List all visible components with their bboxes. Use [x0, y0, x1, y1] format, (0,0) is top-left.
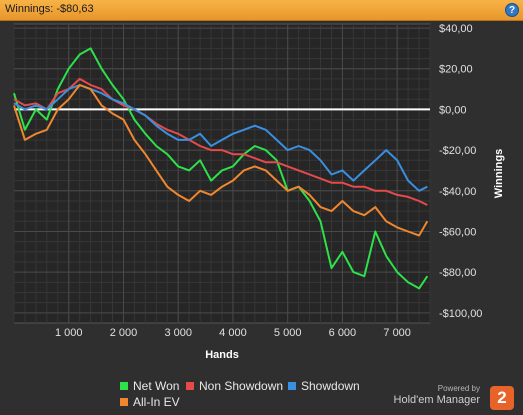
legend-label-net-won: Net Won	[133, 379, 180, 393]
hm2-logo-icon: 2	[490, 386, 514, 410]
question-mark-icon[interactable]: ?	[505, 3, 519, 17]
legend-item-non-showdown[interactable]: Non Showdown	[186, 379, 283, 393]
chart-legend: Net Won Non Showdown Showdown All-In EV	[120, 379, 390, 413]
legend-swatch-showdown	[288, 381, 296, 390]
legend-item-showdown[interactable]: Showdown	[288, 379, 360, 393]
winnings-chart: 1 000 2 000 3 000 4 000 5 000 6 000 7 000 $40,0…	[13, 23, 505, 361]
y-tick-label: -$100,00	[439, 308, 482, 320]
x-tick-label: 2 000	[110, 327, 138, 339]
legend-swatch-non-showdown	[186, 381, 194, 390]
legend-item-all-in-ev[interactable]: All-In EV	[120, 395, 180, 409]
holdem-manager-branding: Powered by Hold'em Manager 2	[392, 383, 520, 411]
x-tick-label: 7 000	[383, 327, 411, 339]
legend-swatch-all-in-ev	[120, 397, 128, 406]
legend-label-showdown: Showdown	[301, 379, 360, 393]
y-tick-label: -$60,00	[439, 226, 476, 238]
x-axis-title: Hands	[205, 349, 239, 361]
x-tick-label: 4 000	[219, 327, 247, 339]
y-tick-label: $40,00	[439, 23, 473, 35]
powered-by-label: Powered by	[437, 384, 480, 393]
x-tick-label: 6 000	[329, 327, 357, 339]
y-tick-label: $20,00	[439, 64, 473, 76]
x-tick-label: 1 000	[55, 327, 83, 339]
legend-swatch-net-won	[120, 381, 128, 390]
x-tick-label: 3 000	[164, 327, 192, 339]
legend-label-all-in-ev: All-In EV	[133, 395, 180, 409]
series-line-non-showdown	[13, 77, 428, 206]
y-tick-label: $0,00	[439, 104, 467, 116]
product-name: Hold'em Manager	[393, 394, 480, 406]
series-line-net-won	[13, 47, 429, 290]
y-tick-label: -$80,00	[439, 267, 476, 279]
legend-label-non-showdown: Non Showdown	[199, 379, 284, 393]
y-tick-label: -$20,00	[439, 145, 476, 157]
y-axis-title: Winnings	[493, 149, 505, 198]
legend-item-net-won[interactable]: Net Won	[120, 379, 179, 393]
title-bar: Winnings: -$80,63 ?	[0, 0, 523, 21]
y-tick-label: -$40,00	[439, 186, 476, 198]
series-line-all-in-ev	[13, 84, 429, 237]
winnings-title: Winnings: -$80,63	[5, 3, 94, 15]
x-tick-label: 5 000	[274, 327, 302, 339]
